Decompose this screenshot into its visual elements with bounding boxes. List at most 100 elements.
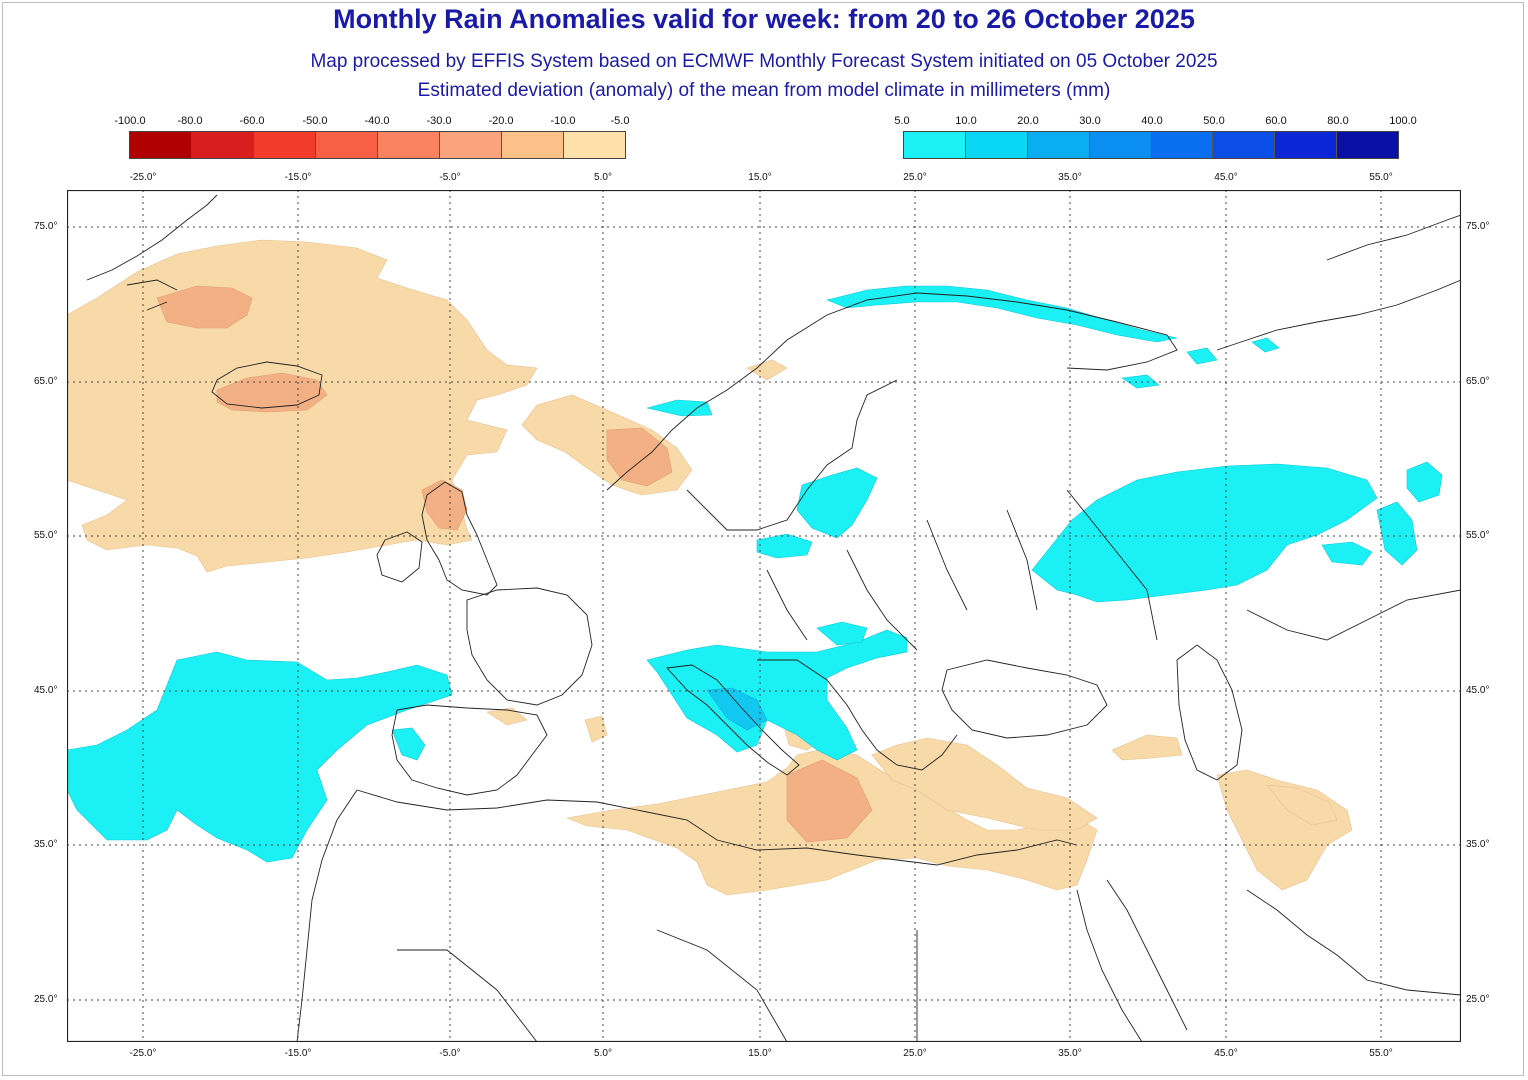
lon-label-bottom: 55.0° [1369,1048,1393,1059]
legend-label: -100.0 [114,115,146,127]
border-sahara [397,929,918,1042]
wet-region-atlantic-azores [67,651,453,863]
legend-color-cell [316,132,378,158]
lat-label-left: 25.0° [34,994,58,1005]
lat-label-left: 65.0° [34,376,58,387]
legend-label: -10.0 [550,115,576,127]
dry-region-black-sea-east [1111,734,1183,761]
dry-region-libya [786,759,873,843]
wet-region-alps-balkans [646,629,908,761]
legend-color-cell [564,132,625,158]
legend-color-cell [502,132,564,158]
legend-label: 10.0 [955,115,977,127]
coastline-france [466,587,593,706]
legend-color-cell [1275,132,1338,158]
coastline-black-sea [941,659,1108,739]
coastline-balkans [757,659,958,771]
lat-label-right: 75.0° [1466,221,1490,232]
lat-label-left: 75.0° [34,221,58,232]
wet-region-urals [1406,461,1443,503]
coastline-arctic-russia [1216,214,1461,351]
wet-region-carpathians [816,621,868,646]
lon-label-top: -5.0° [439,172,461,183]
lon-label-top: -25.0° [129,172,157,183]
dry-anomaly-regions [67,239,1353,896]
legend-label: 60.0 [1265,115,1287,127]
legend-label: -5.0 [610,115,630,127]
coastlines [86,194,1461,1042]
dry-region-sardinia [584,715,608,743]
coastline-scandinavia [606,292,1178,531]
lon-label-bottom: 5.0° [594,1048,612,1059]
coastline-iceland [211,361,323,409]
dry-region-spain-east [486,707,528,726]
wet-region-finland [796,467,878,539]
lon-label-bottom: -5.0° [439,1048,461,1059]
legend-color-cell [1027,132,1090,158]
lat-label-right: 25.0° [1466,994,1490,1005]
legend-positive [903,131,1399,159]
lat-label-right: 45.0° [1466,685,1490,696]
wet-region-portugal [391,727,426,761]
legend-label: 80.0 [1327,115,1349,127]
legend-color-cell [254,132,316,158]
coastline-caspian [1176,644,1243,781]
map-border [67,190,1461,1042]
border-europe-east [766,489,1461,651]
coastline-iberia [391,704,548,796]
legend-label: 100.0 [1389,115,1417,127]
lon-label-top: 55.0° [1369,172,1393,183]
legend-color-cell [378,132,440,158]
legend-label: 20.0 [1017,115,1039,127]
legend-label: -60.0 [239,115,265,127]
legend-label: -30.0 [426,115,452,127]
lat-label-left: 45.0° [34,685,58,696]
legend-label: -80.0 [177,115,203,127]
legend-label: -50.0 [302,115,328,127]
graticule [67,190,1461,1042]
legend-color-cell [192,132,254,158]
coastline-ireland [376,531,423,583]
lon-label-bottom: 15.0° [748,1048,772,1059]
legend-negative [129,131,626,159]
legend-label: 30.0 [1079,115,1101,127]
wet-region-barents-small [1186,347,1218,365]
coastline-greenland [86,194,218,311]
dry-region-norway-coast [606,427,673,487]
legend-label: 5.0 [894,115,910,127]
dry-region-greenland [156,285,253,329]
legend-label: 50.0 [1203,115,1225,127]
coastline-britain [421,481,498,596]
legend-color-cell [904,132,966,158]
wet-region-russia-volga [1031,463,1378,603]
legend-color-cell [1151,132,1214,158]
map-description: Estimated deviation (anomaly) of the mea… [417,80,1111,101]
dry-region-greece-turkey [871,737,1098,831]
wet-region-norway-coast [646,399,713,417]
map-title: Monthly Rain Anomalies valid for week: f… [333,4,1195,34]
coastline-italy [666,664,800,776]
lat-label-left: 35.0° [34,839,58,850]
anomaly-map [67,190,1461,1042]
coastline-north-africa [356,789,1078,866]
legend-label: -40.0 [364,115,390,127]
lon-label-top: 45.0° [1214,172,1238,183]
wet-region-novaya-zemlya [1251,337,1280,353]
wet-region-kazakh [1376,501,1418,566]
legend-label: 40.0 [1141,115,1163,127]
lon-label-bottom: -25.0° [129,1048,157,1059]
legend-label: -20.0 [488,115,514,127]
lon-label-top: -15.0° [284,172,312,183]
legend-color-cell [965,132,1028,158]
lon-label-bottom: -15.0° [284,1048,312,1059]
lon-label-bottom: 35.0° [1058,1048,1082,1059]
dry-region-caspian-south [1266,784,1338,826]
lon-label-bottom: 45.0° [1214,1048,1238,1059]
legend-color-cell [1337,132,1398,158]
legend-color-cell [1089,132,1152,158]
lat-label-right: 35.0° [1466,839,1490,850]
lon-label-bottom: 25.0° [903,1048,927,1059]
coastline-persian-gulf [1246,889,1461,996]
map-subtitle: Map processed by EFFIS System based on E… [310,51,1218,72]
dry-region-uk-north [421,479,468,531]
